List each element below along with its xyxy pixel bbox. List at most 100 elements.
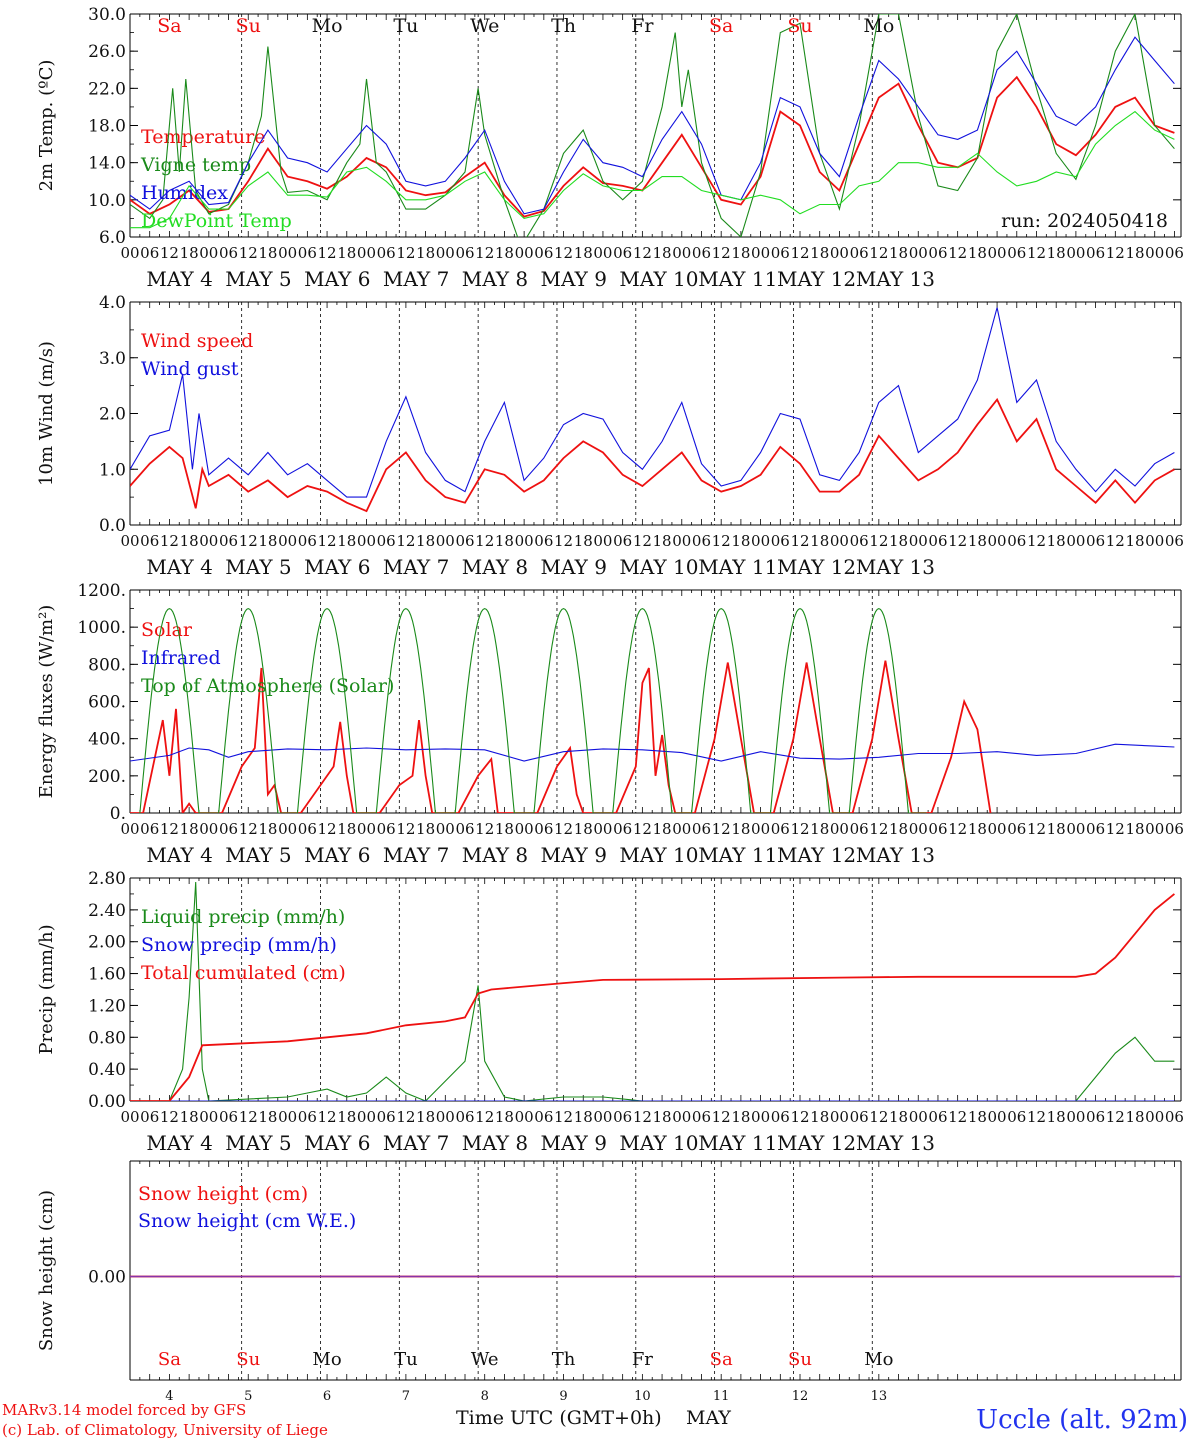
hour-tick-label: 12	[554, 1108, 573, 1126]
y-tick-label: 3.0	[99, 349, 126, 369]
hour-tick-label: 00	[751, 820, 770, 838]
hour-tick-label: 00	[751, 1108, 770, 1126]
day-label: MAY 12	[777, 1131, 856, 1155]
hour-tick-label: 18	[968, 244, 987, 262]
day-number-label: 13	[871, 1389, 888, 1404]
hour-tick-label: 00	[120, 1108, 139, 1126]
day-label: MAY 9	[541, 267, 607, 291]
hour-tick-label: 06	[219, 244, 238, 262]
hour-tick-label: 18	[258, 532, 277, 550]
hour-tick-label: 18	[416, 1108, 435, 1126]
hour-tick-label: 06	[850, 244, 869, 262]
hour-tick-label: 18	[416, 244, 435, 262]
hour-tick-label: 06	[771, 244, 790, 262]
hour-tick-label: 06	[1007, 532, 1026, 550]
hour-tick-label: 06	[928, 532, 947, 550]
hour-tick-label: 12	[712, 1108, 731, 1126]
hour-tick-label: 18	[653, 1108, 672, 1126]
hour-tick-label: 18	[968, 532, 987, 550]
day-label: MAY 7	[383, 555, 449, 579]
hour-tick-label: 00	[357, 532, 376, 550]
day-label: MAY 8	[462, 843, 528, 867]
hour-tick-label: 06	[1007, 244, 1026, 262]
hour-tick-label: 06	[692, 244, 711, 262]
hour-tick-label: 06	[455, 244, 474, 262]
station-label: Uccle (alt. 92m)	[976, 1405, 1188, 1435]
hour-tick-label: 18	[574, 532, 593, 550]
hour-tick-label: 06	[219, 532, 238, 550]
hour-tick-label: 18	[1047, 244, 1066, 262]
hour-tick-label: 18	[337, 532, 356, 550]
x-axis-label: Time UTC (GMT+0h)	[456, 1407, 662, 1429]
hour-tick-label: 12	[712, 532, 731, 550]
weekday-label-bottom: Sa	[710, 1349, 733, 1370]
hour-tick-label: 18	[731, 244, 750, 262]
hour-tick-label: 00	[515, 1108, 534, 1126]
hour-tick-label: 18	[1047, 1108, 1066, 1126]
hour-tick-label: 06	[219, 1108, 238, 1126]
hour-tick-label: 00	[278, 532, 297, 550]
hour-tick-label: 06	[1007, 820, 1026, 838]
series-line-1	[130, 75, 1175, 218]
hour-tick-label: 12	[475, 820, 494, 838]
hour-tick-label: 06	[613, 244, 632, 262]
hour-tick-label: 12	[554, 532, 573, 550]
hour-tick-label: 18	[258, 820, 277, 838]
hour-tick-label: 06	[1165, 244, 1184, 262]
hour-tick-label: 00	[672, 820, 691, 838]
hour-tick-label: 00	[515, 532, 534, 550]
hour-tick-label: 06	[298, 532, 317, 550]
hour-tick-label: 06	[928, 244, 947, 262]
y-tick-label: 400.	[88, 730, 126, 750]
hour-tick-label: 06	[534, 1108, 553, 1126]
hour-tick-label: 00	[751, 244, 770, 262]
hour-tick-label: 00	[593, 820, 612, 838]
hour-tick-label: 18	[180, 244, 199, 262]
hour-tick-label: 06	[455, 532, 474, 550]
x-axis-month: MAY	[686, 1407, 731, 1429]
hour-tick-label: 12	[160, 1108, 179, 1126]
panel-3: 0. 200. 400. 600. 800. 1000. 1200. Energy fluxe…	[36, 581, 1184, 867]
hour-tick-label: 18	[180, 532, 199, 550]
hour-tick-label: 06	[1086, 1108, 1105, 1126]
weekday-label-bottom: Mo	[312, 1349, 341, 1370]
hour-tick-label: 12	[1027, 820, 1046, 838]
hour-tick-label: 18	[889, 1108, 908, 1126]
hour-tick-label: 18	[889, 820, 908, 838]
weekday-label-bottom: Tu	[394, 1349, 418, 1370]
hour-tick-label: 12	[1106, 1108, 1125, 1126]
hour-tick-label: 12	[396, 1108, 415, 1126]
hour-tick-label: 18	[968, 1108, 987, 1126]
hour-tick-label: 12	[554, 820, 573, 838]
hour-tick-label: 18	[653, 244, 672, 262]
day-label: MAY 8	[462, 267, 528, 291]
hour-tick-label: 18	[180, 820, 199, 838]
hour-tick-label: 00	[120, 532, 139, 550]
y-tick-label: 2.0	[99, 405, 126, 425]
hour-tick-label: 00	[436, 1108, 455, 1126]
series-line-2	[130, 14, 1175, 237]
day-label: MAY 4	[146, 843, 212, 867]
hour-tick-label: 06	[692, 532, 711, 550]
y-tick-label: 1.0	[99, 460, 126, 480]
day-label: MAY 6	[304, 1131, 370, 1155]
hour-tick-label: 18	[574, 244, 593, 262]
hour-tick-label: 18	[495, 820, 514, 838]
legend-label-1: Solar	[141, 619, 193, 641]
day-number-label: 7	[402, 1389, 410, 1404]
hour-tick-label: 18	[810, 820, 829, 838]
weekday-label-top: Sa	[157, 15, 181, 37]
hour-tick-label: 06	[613, 1108, 632, 1126]
hour-tick-label: 00	[830, 244, 849, 262]
hour-tick-label: 00	[120, 820, 139, 838]
hour-tick-label: 06	[1086, 532, 1105, 550]
hour-tick-label: 18	[653, 532, 672, 550]
day-label: MAY 4	[146, 267, 212, 291]
hour-tick-label: 06	[455, 820, 474, 838]
hour-tick-label: 06	[928, 1108, 947, 1126]
hour-tick-label: 00	[278, 1108, 297, 1126]
hour-tick-label: 18	[889, 244, 908, 262]
legend-label-2: Vigne temp	[140, 154, 251, 176]
y-axis-label: Snow height (cm)	[36, 1190, 57, 1351]
hour-tick-label: 06	[613, 820, 632, 838]
